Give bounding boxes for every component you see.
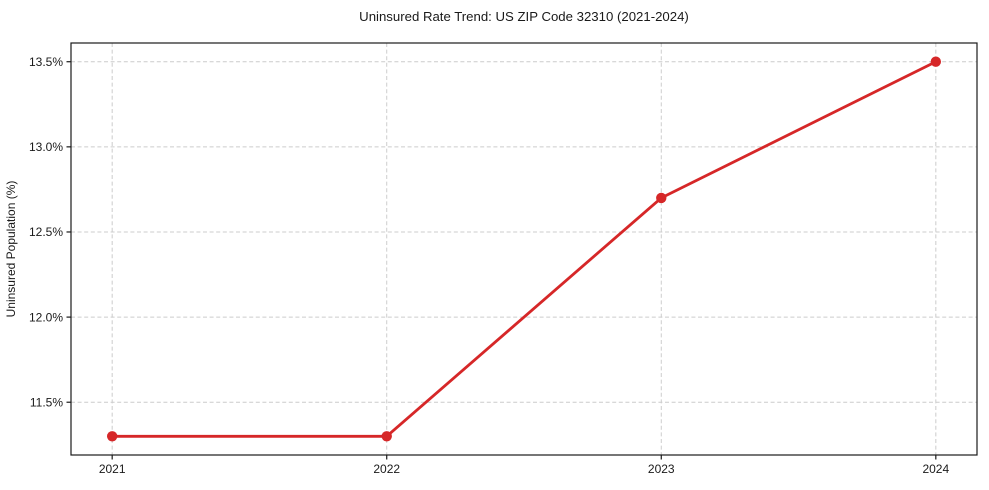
y-axis-label: Uninsured Population (%) — [4, 181, 18, 318]
trend-line — [110, 60, 938, 438]
trend-line-series — [106, 56, 942, 442]
tick-labels: 2021 2022 2023 2024 11.5% 12.0% 12.5% 13.0% 13.5… — [29, 55, 950, 476]
axes — [66, 42, 978, 460]
chart-title: Uninsured Rate Trend: US ZIP Code 32310 … — [359, 9, 689, 24]
y-tick-label: 13.5% — [29, 55, 63, 69]
x-tick-label: 2022 — [373, 462, 400, 476]
x-tick-label: 2021 — [99, 462, 126, 476]
y-tick-label: 11.5% — [30, 395, 63, 409]
y-tick-label: 12.5% — [29, 225, 63, 239]
plot-border — [70, 42, 978, 456]
data-point-marker — [381, 431, 392, 442]
y-tick-label: 12.0% — [29, 310, 63, 324]
data-point-marker — [656, 192, 667, 204]
gridlines — [71, 43, 977, 455]
data-point-marker — [930, 56, 942, 67]
x-tick-label: 2024 — [922, 462, 949, 476]
data-point-marker — [106, 431, 118, 442]
y-tick-label: 13.0% — [29, 140, 63, 154]
x-tick-label: 2023 — [648, 462, 675, 476]
